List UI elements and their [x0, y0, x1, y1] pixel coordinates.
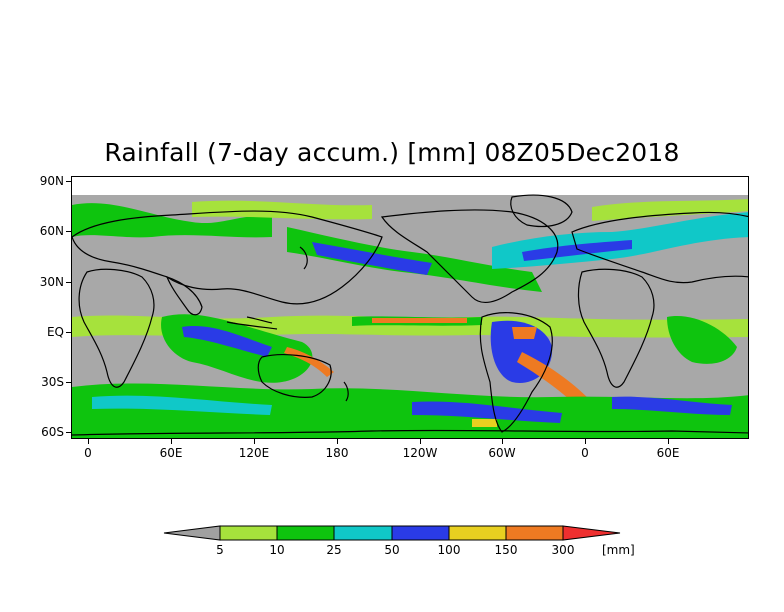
rain-band-arctic-east: [592, 199, 748, 221]
colorbar-segment-150-300: [505, 525, 564, 541]
rain-core-southern-ocean-1: [92, 395, 272, 415]
lon-label-60e: 60E: [159, 446, 183, 460]
colorbar-label-300: 300: [551, 543, 575, 557]
rain-band-siberia: [192, 200, 372, 220]
polar-no-data-region: [72, 177, 748, 195]
colorbar-segment-5-10: [219, 525, 278, 541]
itcz-heavy: [372, 318, 467, 323]
lon-tick: [502, 439, 503, 444]
colorbar-over-triangle: [562, 525, 621, 541]
rainfall-map: [71, 176, 749, 439]
lat-tick: [66, 332, 71, 333]
rain-band-south-atlantic: [517, 352, 592, 409]
rain-core-north-pacific: [312, 242, 432, 275]
lon-tick: [668, 439, 669, 444]
coast-antarctica: [72, 429, 748, 436]
rain-region-africa-repeat: [667, 316, 737, 364]
coast-greenland: [510, 194, 573, 228]
rain-band-north-pacific: [287, 227, 542, 292]
rain-core-southern-ocean-3: [612, 396, 732, 415]
rainfall-field: [72, 199, 748, 438]
colorbar-label-25: 25: [326, 543, 342, 557]
lon-tick: [254, 439, 255, 444]
map-canvas: [72, 177, 748, 438]
colorbar-label-50: 50: [384, 543, 400, 557]
coast-japan: [299, 246, 308, 270]
rain-core-indian-ocean: [182, 326, 272, 357]
coast-south-asia: [165, 276, 203, 316]
colorbar-label-100: 100: [437, 543, 461, 557]
lat-label-60n: 60N: [39, 224, 64, 238]
lat-label-eq: EQ: [46, 325, 64, 339]
rain-band-north-atlantic: [72, 203, 272, 238]
map-title: Rainfall (7-day accum.) [mm] 08Z05Dec201…: [104, 138, 680, 167]
lat-label-30s: 30S: [41, 375, 64, 389]
colorbar-segment-50-100: [391, 525, 450, 541]
colorbar-label-150: 150: [494, 543, 518, 557]
lon-label-120e: 120E: [238, 446, 270, 460]
lon-label-120w: 120W: [402, 446, 438, 460]
colorbar-under-triangle: [163, 525, 221, 541]
lon-tick: [337, 439, 338, 444]
lon-label-0: 0: [84, 446, 92, 460]
coast-new-zealand: [343, 381, 349, 402]
lon-label-60w: 60W: [488, 446, 516, 460]
rain-heavy-drake: [472, 419, 497, 427]
lat-tick: [66, 432, 71, 433]
colorbar-segment-10-25: [276, 525, 335, 541]
lon-label-60e-repeat: 60E: [656, 446, 680, 460]
rain-core-north-atlantic-2: [522, 240, 632, 261]
lon-tick: [171, 439, 172, 444]
coast-north-america: [380, 209, 559, 304]
lon-tick: [420, 439, 421, 444]
lat-tick: [66, 181, 71, 182]
lat-tick: [66, 282, 71, 283]
rain-heavy-spcz: [284, 347, 334, 377]
coast-africa-repeat: [577, 268, 655, 388]
coast-eurasia: [72, 210, 383, 305]
colorbar-label-10: 10: [269, 543, 285, 557]
coast-indonesia: [226, 316, 278, 330]
coast-africa: [78, 268, 155, 388]
coast-eurasia-repeat: [571, 211, 748, 284]
lat-label-60s: 60S: [41, 425, 64, 439]
lat-label-90n: 90N: [39, 174, 64, 188]
lon-label-180: 180: [325, 446, 349, 460]
lat-label-30n: 30N: [39, 275, 64, 289]
colorbar-units: [mm]: [602, 543, 635, 557]
rain-band-southern-ocean: [72, 383, 748, 438]
coast-australia: [257, 354, 332, 398]
rain-core-southern-ocean-2: [412, 401, 562, 423]
colorbar-label-5: 5: [216, 543, 224, 557]
lon-tick: [88, 439, 89, 444]
colorbar-segment-25-50: [333, 525, 393, 541]
lat-tick: [66, 382, 71, 383]
rain-heavy-amazon: [512, 327, 537, 339]
coast-south-america: [479, 312, 553, 433]
lon-label-0-repeat: 0: [581, 446, 589, 460]
lat-tick: [66, 231, 71, 232]
coastlines: [72, 194, 748, 436]
colorbar-segment-100-150: [448, 525, 507, 541]
lon-tick: [585, 439, 586, 444]
